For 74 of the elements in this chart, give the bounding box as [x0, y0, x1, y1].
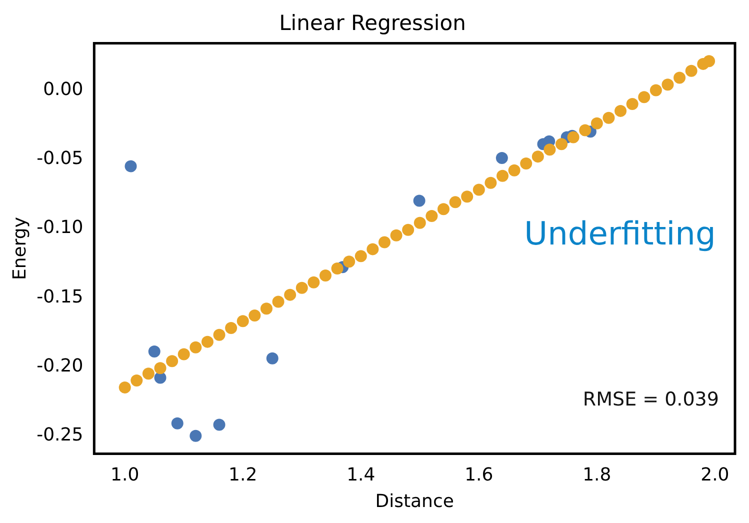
- y-tick-label: -0.15: [36, 286, 84, 308]
- annotation: Underfitting: [524, 214, 716, 252]
- point: [614, 104, 627, 117]
- point: [438, 203, 450, 216]
- x-tick-label: 1.0: [110, 464, 140, 486]
- point: [508, 164, 520, 176]
- point: [201, 336, 214, 348]
- point: [343, 256, 356, 268]
- annotation: RMSE = 0.039: [582, 388, 719, 410]
- point: [236, 315, 249, 328]
- point: [590, 117, 603, 130]
- point: [260, 302, 272, 315]
- point: [124, 160, 137, 172]
- point: [579, 124, 592, 136]
- point: [148, 345, 160, 358]
- x-tick-label: 1.6: [464, 464, 494, 486]
- x-axis-title: Distance: [375, 490, 454, 512]
- point: [366, 243, 379, 256]
- point: [213, 328, 226, 341]
- point: [190, 341, 202, 354]
- point: [390, 229, 402, 242]
- point: [556, 138, 568, 150]
- chart-title: Linear Regression: [279, 11, 466, 36]
- point: [496, 152, 508, 164]
- point: [674, 72, 686, 84]
- point: [602, 112, 615, 124]
- x-tick-label: 1.8: [582, 464, 612, 486]
- point: [154, 362, 166, 374]
- point: [484, 176, 497, 189]
- point: [520, 157, 532, 170]
- point: [225, 322, 238, 334]
- point: [461, 190, 474, 203]
- point: [130, 374, 143, 387]
- y-tick-label: -0.10: [36, 217, 84, 238]
- point: [166, 355, 178, 368]
- y-axis-title: Energy: [9, 216, 30, 280]
- point: [213, 418, 226, 431]
- x-tick-label: 1.4: [346, 464, 376, 486]
- point: [284, 288, 296, 301]
- point: [532, 150, 544, 163]
- point: [331, 262, 344, 275]
- point: [266, 352, 278, 364]
- point: [650, 84, 662, 96]
- point: [685, 64, 698, 77]
- point: [354, 250, 367, 262]
- point: [118, 381, 131, 394]
- point: [402, 224, 414, 236]
- point: [178, 348, 190, 360]
- y-tick-label: -0.25: [36, 424, 84, 446]
- point: [378, 236, 390, 248]
- point: [190, 430, 202, 442]
- point: [472, 184, 485, 196]
- point: [308, 276, 320, 288]
- y-tick-label: -0.20: [36, 355, 84, 376]
- y-tick-label: 0.00: [43, 78, 84, 100]
- point: [414, 216, 426, 229]
- point: [626, 98, 638, 110]
- point: [248, 310, 261, 322]
- point: [703, 55, 716, 68]
- y-tick-label: -0.05: [36, 148, 84, 169]
- point: [272, 296, 284, 308]
- point: [544, 144, 556, 156]
- x-tick-label: 2.0: [700, 464, 730, 486]
- x-tick-label: 1.2: [228, 464, 258, 486]
- point: [496, 170, 509, 182]
- point: [296, 282, 308, 294]
- point: [662, 78, 674, 91]
- point: [638, 91, 650, 104]
- point: [171, 417, 184, 430]
- point: [426, 210, 438, 222]
- point: [319, 269, 332, 282]
- point: [449, 196, 462, 208]
- point: [413, 194, 426, 207]
- point: [142, 368, 154, 380]
